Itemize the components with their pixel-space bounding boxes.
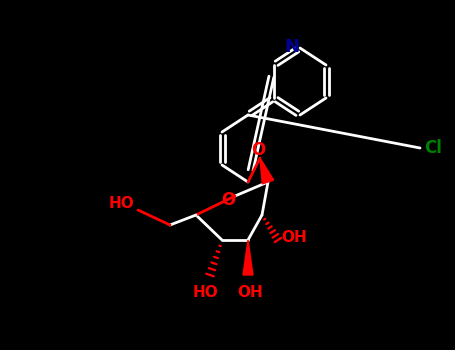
Text: N: N (284, 38, 299, 56)
Polygon shape (260, 158, 274, 184)
Text: OH: OH (237, 285, 263, 300)
Text: O: O (221, 191, 235, 209)
Text: O: O (251, 141, 265, 159)
Text: OH: OH (281, 230, 307, 245)
Text: Cl: Cl (424, 139, 442, 157)
Polygon shape (243, 240, 253, 275)
Text: HO: HO (192, 285, 218, 300)
Text: HO: HO (108, 196, 134, 211)
